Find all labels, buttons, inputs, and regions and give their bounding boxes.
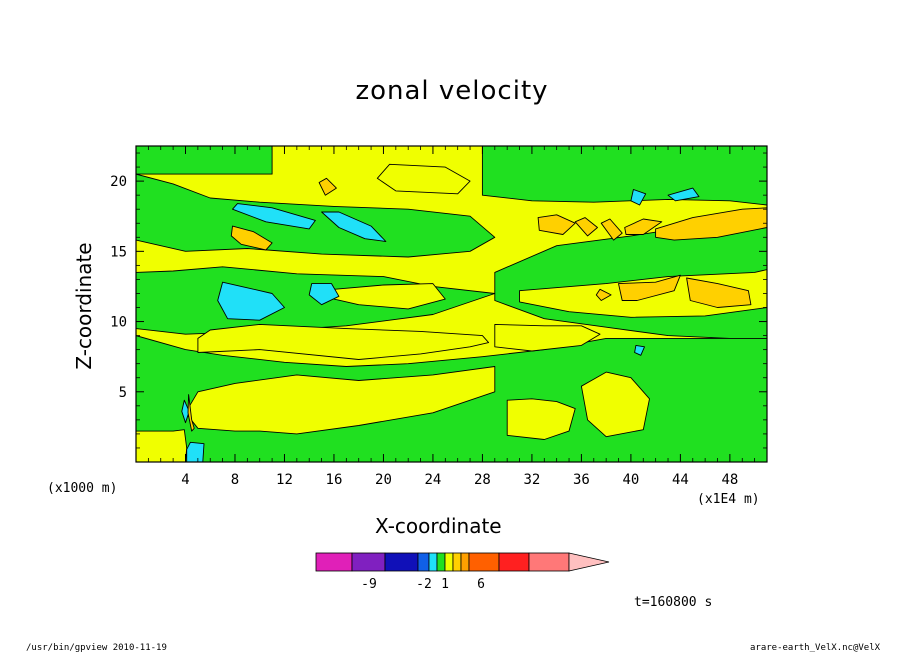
contour-yellow-2	[136, 429, 188, 462]
x-tick-label-8: 8	[231, 472, 239, 488]
colorbar-label-2: 1	[441, 577, 449, 592]
x-tick-label-32: 32	[523, 472, 540, 488]
x-tick-label-12: 12	[276, 472, 293, 488]
contour-orange-6	[655, 207, 767, 241]
x-tick-label-4: 4	[181, 472, 189, 488]
contour-yellow-7	[580, 371, 650, 438]
colorbar-segment-2	[384, 552, 419, 572]
y-tick-label-10: 10	[110, 315, 127, 331]
contour-yellow-0	[197, 323, 490, 360]
contour-orange-1	[318, 177, 337, 196]
x-unit-label: (x1E4 m)	[697, 492, 760, 507]
contour-green-2	[481, 146, 767, 206]
colorbar-segment-10	[498, 552, 530, 572]
contour-yellow-8	[376, 163, 471, 195]
contour-cyan-3	[308, 283, 340, 306]
contour-orange-2	[537, 214, 576, 235]
contour-cyan-5	[667, 187, 700, 202]
contour-green-0	[136, 146, 273, 175]
x-tick-label-24: 24	[425, 472, 442, 488]
colorbar-arrow	[568, 552, 610, 572]
contour-cyan-7	[186, 441, 205, 462]
footer-right: arare-earth_VelX.nc@VelX	[750, 643, 881, 653]
contour-orange-0	[230, 225, 273, 251]
x-tick-label-44: 44	[672, 472, 689, 488]
colorbar-segment-1	[351, 552, 386, 572]
contour-orange-7	[595, 288, 612, 301]
contour-orange-3	[574, 217, 598, 237]
x-tick-label-20: 20	[375, 472, 392, 488]
colorbar-label-3: 6	[477, 577, 485, 592]
contour-orange-4	[600, 218, 623, 241]
x-tick-label-48: 48	[721, 472, 738, 488]
contour-cyan-2	[217, 281, 285, 321]
colorbar-segment-5	[436, 552, 446, 572]
contour-yellow-4	[494, 323, 601, 352]
colorbar-segment-8	[460, 552, 470, 572]
x-axis-label: X-coordinate	[375, 514, 502, 538]
y-tick-label-20: 20	[110, 174, 127, 190]
contour-cyan-6	[634, 344, 645, 356]
contour-orange-5	[624, 218, 663, 235]
contour-green-1	[136, 173, 496, 258]
x-tick-label-16: 16	[326, 472, 343, 488]
colorbar-segment-6	[444, 552, 454, 572]
contour-group	[136, 146, 767, 462]
colorbar-segment-4	[428, 552, 438, 572]
contour-cyan-0	[232, 203, 316, 230]
plot-frame	[135, 145, 768, 463]
contour-orange-10	[187, 394, 195, 432]
x-tick-label-40: 40	[622, 472, 639, 488]
contour-cyan-1	[321, 211, 387, 242]
contour-yellow-1	[185, 366, 496, 435]
colorbar-label-0: -9	[361, 577, 377, 592]
contour-yellow-6	[506, 398, 576, 440]
colorbar-segment-3	[417, 552, 430, 572]
y-unit-label: (x1000 m)	[47, 481, 118, 496]
colorbar-segment-7	[452, 552, 462, 572]
contour-orange-8	[618, 274, 681, 301]
contour-yellow-3	[333, 283, 446, 310]
x-tick-label-28: 28	[474, 472, 491, 488]
colorbar-segment-9	[468, 552, 500, 572]
contour-orange-9	[686, 277, 752, 308]
x-tick-label-36: 36	[573, 472, 590, 488]
y-tick-label-15: 15	[110, 244, 127, 260]
colorbar-segment-0	[315, 552, 353, 572]
y-tick-label-5: 5	[119, 385, 127, 401]
time-label: t=160800 s	[634, 595, 713, 610]
colorbar-label-1: -2	[416, 577, 432, 592]
chart-title: zonal velocity	[355, 76, 549, 106]
colorbar-segment-11	[528, 552, 570, 572]
footer-left: /usr/bin/gpview 2010-11-19	[26, 643, 167, 653]
contour-cyan-4	[630, 189, 647, 206]
